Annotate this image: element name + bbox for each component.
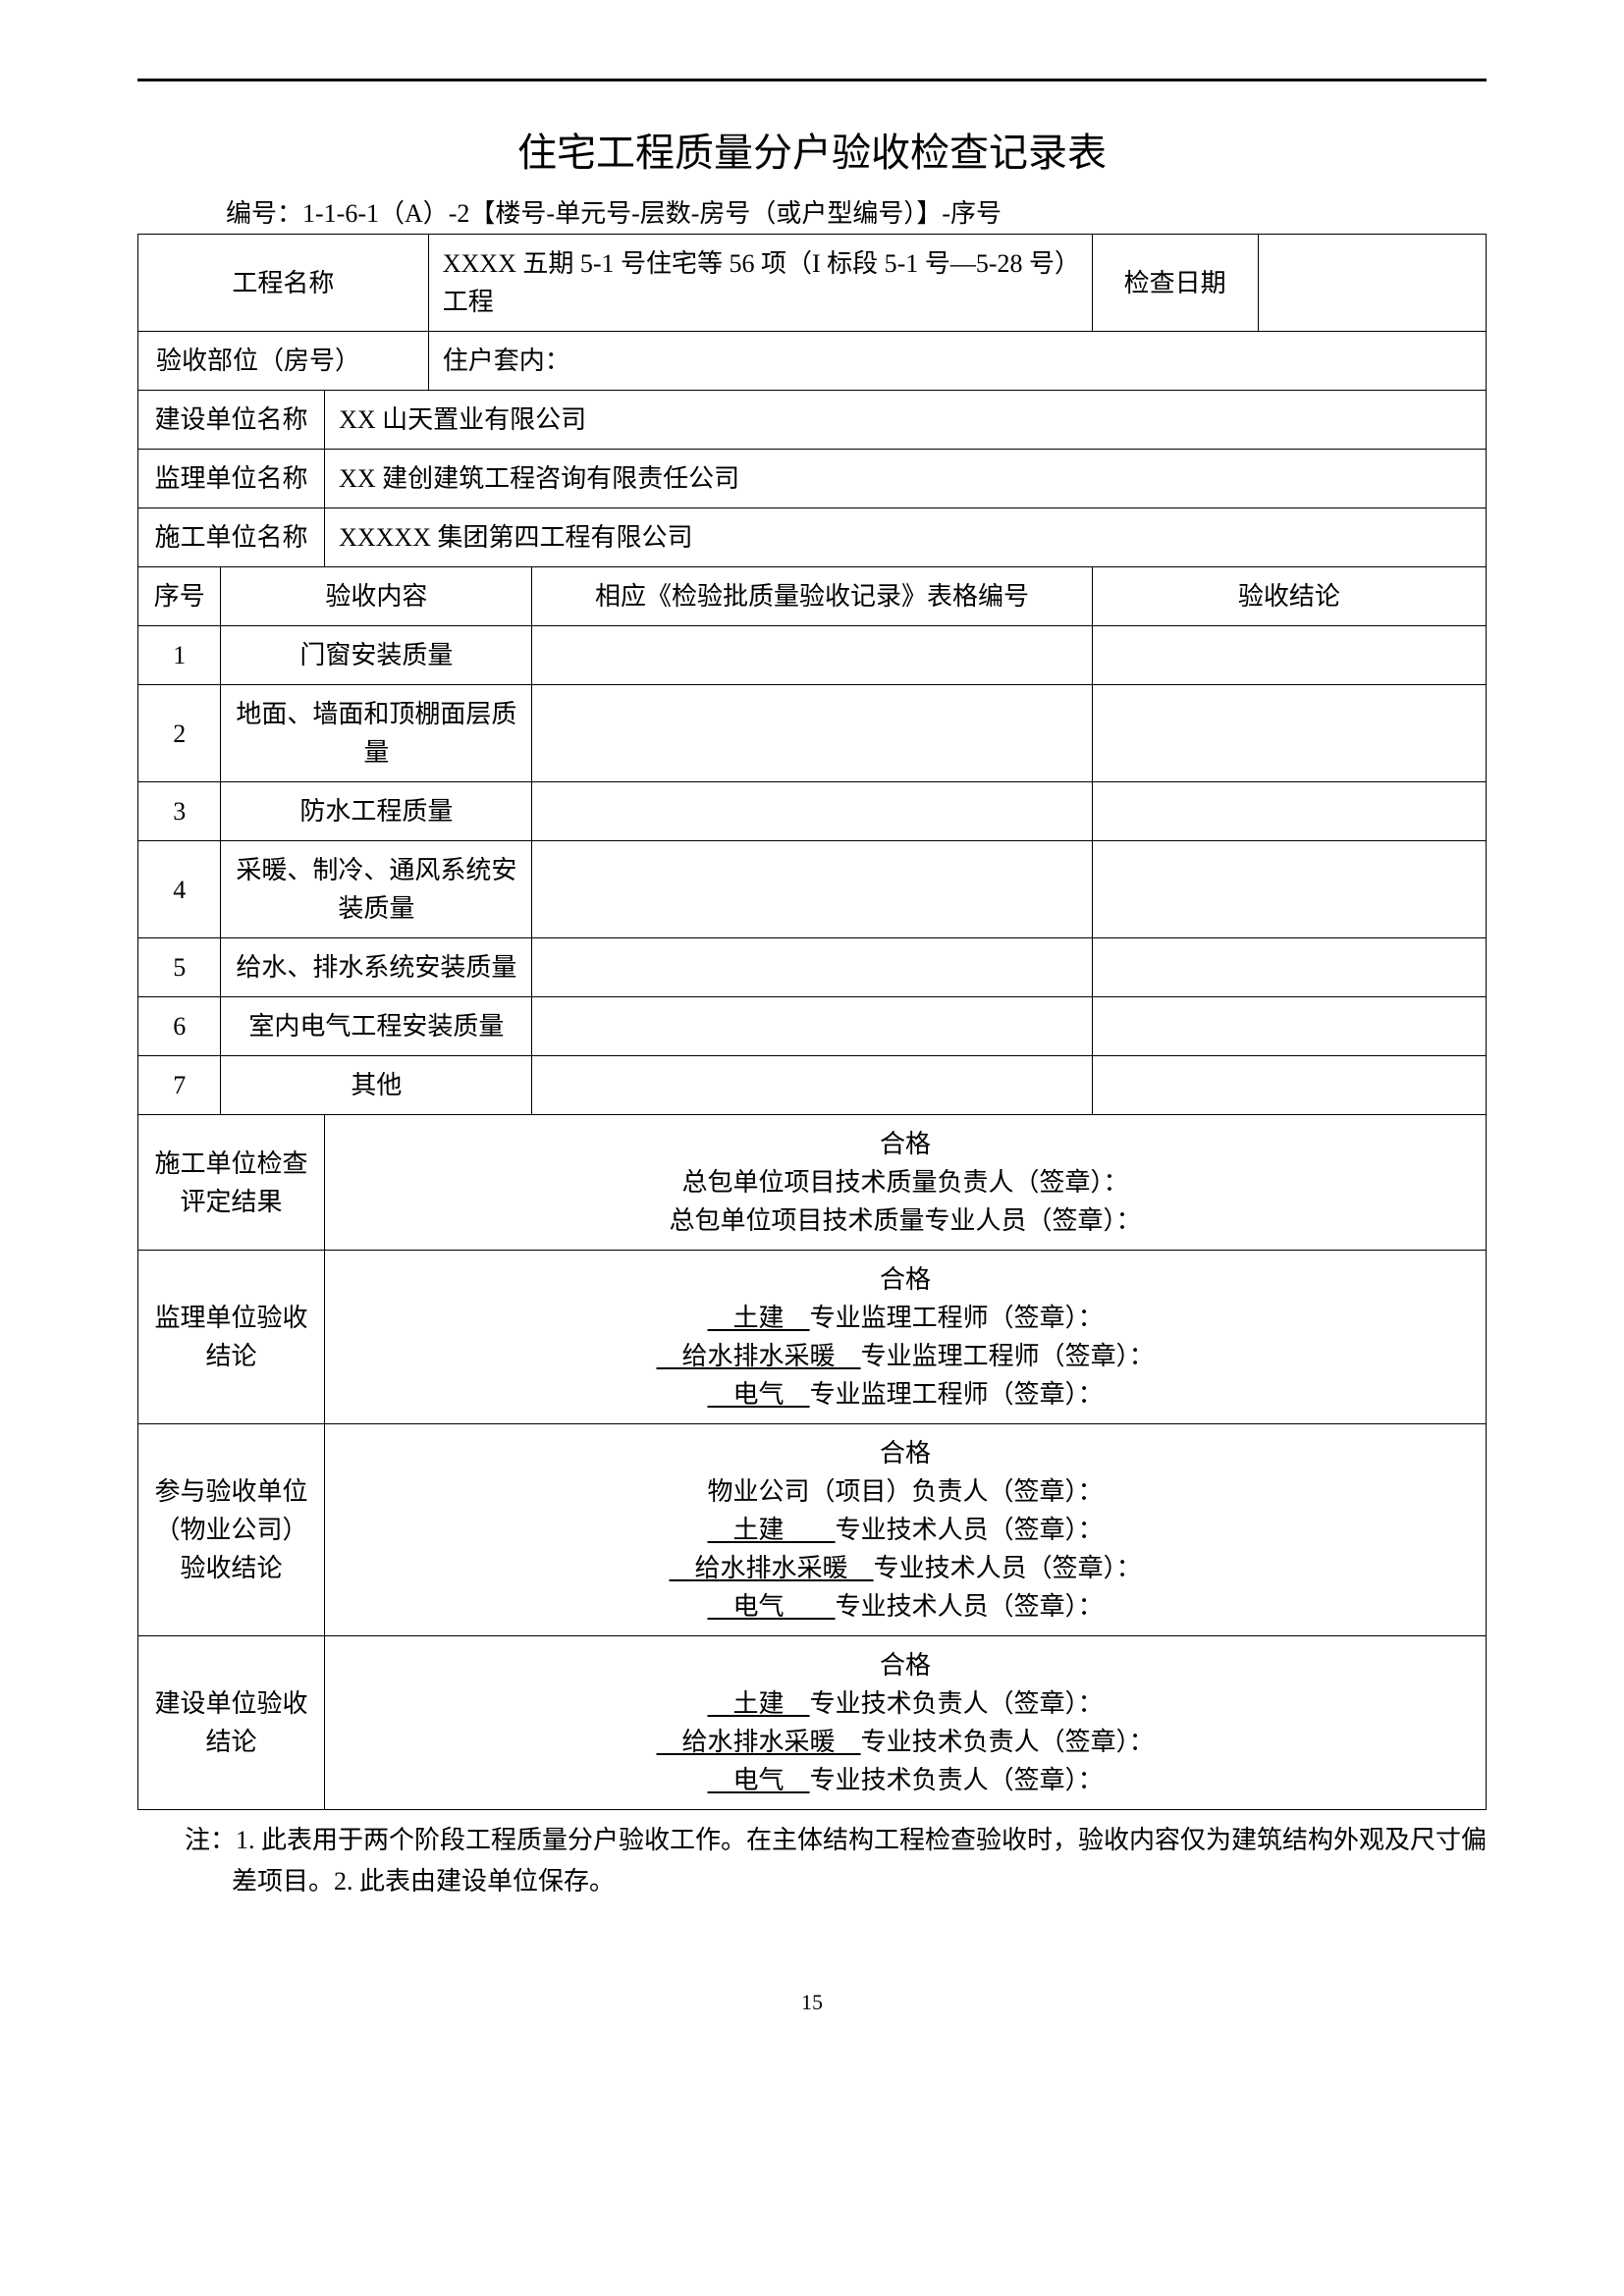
page-number: 15 [137,1990,1487,2015]
inspection-table: 工程名称 XXXX 五期 5-1 号住宅等 56 项（I 标段 5-1 号—5-… [137,234,1487,1810]
row-builder: 建设单位名称 XX 山天置业有限公司 [138,391,1487,450]
label-supervisor: 监理单位名称 [138,450,325,508]
cell-seq: 5 [138,938,221,997]
cell-content: 其他 [221,1056,532,1115]
cell-ref [532,1056,1092,1115]
row-sig-property: 参与验收单位（物业公司）验收结论 合格 物业公司（项目）负责人（签章）： 土建 … [138,1424,1487,1636]
cell-content: 室内电气工程安装质量 [221,997,532,1056]
sig-line: 给水排水采暖 专业技术人员（签章）： [339,1549,1472,1587]
text-pass: 合格 [339,1646,1472,1684]
sig-builder-block: 合格 土建 专业技术负责人（签章）： 给水排水采暖 专业技术负责人（签章）： 电… [325,1636,1487,1810]
cell-result [1092,841,1486,938]
table-row: 3 防水工程质量 [138,782,1487,841]
cell-result [1092,997,1486,1056]
cell-content: 门窗安装质量 [221,626,532,685]
sig-property-block: 合格 物业公司（项目）负责人（签章）： 土建 专业技术人员（签章）： 给水排水采… [325,1424,1487,1636]
row-headings: 序号 验收内容 相应《检验批质量验收记录》表格编号 验收结论 [138,567,1487,626]
cell-ref [532,841,1092,938]
value-builder: XX 山天置业有限公司 [325,391,1487,450]
label-inspection-date: 检查日期 [1092,235,1258,332]
value-room: 住户套内： [428,332,1486,391]
cell-seq: 6 [138,997,221,1056]
row-project-name: 工程名称 XXXX 五期 5-1 号住宅等 56 项（I 标段 5-1 号—5-… [138,235,1487,332]
value-inspection-date [1258,235,1486,332]
label-builder: 建设单位名称 [138,391,325,450]
value-supervisor: XX 建创建筑工程咨询有限责任公司 [325,450,1487,508]
table-row: 4 采暖、制冷、通风系统安装质量 [138,841,1487,938]
cell-content: 给水、排水系统安装质量 [221,938,532,997]
table-row: 6 室内电气工程安装质量 [138,997,1487,1056]
sig-line: 土建 专业监理工程师（签章）： [339,1299,1472,1337]
cell-ref [532,626,1092,685]
sig-line: 总包单位项目技术质量专业人员（签章）： [339,1201,1472,1240]
table-row: 7 其他 [138,1056,1487,1115]
text-pass: 合格 [339,1260,1472,1299]
sig-line: 电气 专业技术负责人（签章）： [339,1761,1472,1799]
sig-line: 土建 专业技术负责人（签章）： [339,1684,1472,1723]
cell-seq: 1 [138,626,221,685]
col-result: 验收结论 [1092,567,1486,626]
col-content: 验收内容 [221,567,532,626]
cell-seq: 2 [138,685,221,782]
label-project-name: 工程名称 [138,235,429,332]
col-ref: 相应《检验批质量验收记录》表格编号 [532,567,1092,626]
table-row: 1 门窗安装质量 [138,626,1487,685]
cell-result [1092,626,1486,685]
cell-result [1092,685,1486,782]
col-seq: 序号 [138,567,221,626]
sig-line: 土建 专业技术人员（签章）： [339,1511,1472,1549]
row-sig-contractor: 施工单位检查评定结果 合格 总包单位项目技术质量负责人（签章）： 总包单位项目技… [138,1115,1487,1251]
row-sig-supervisor: 监理单位验收结论 合格 土建 专业监理工程师（签章）： 给水排水采暖 专业监理工… [138,1251,1487,1424]
doc-number: 编号：1-1-6-1（A）-2【楼号-单元号-层数-房号（或户型编号）】-序号 [226,193,1487,230]
page-title: 住宅工程质量分户验收检查记录表 [137,121,1487,178]
label-sig-contractor: 施工单位检查评定结果 [138,1115,325,1251]
row-contractor: 施工单位名称 XXXXX 集团第四工程有限公司 [138,508,1487,567]
cell-result [1092,938,1486,997]
cell-content: 地面、墙面和顶棚面层质量 [221,685,532,782]
cell-ref [532,938,1092,997]
sig-line: 总包单位项目技术质量负责人（签章）： [339,1163,1472,1201]
label-contractor: 施工单位名称 [138,508,325,567]
cell-seq: 3 [138,782,221,841]
label-sig-builder: 建设单位验收结论 [138,1636,325,1810]
value-contractor: XXXXX 集团第四工程有限公司 [325,508,1487,567]
value-project-name: XXXX 五期 5-1 号住宅等 56 项（I 标段 5-1 号—5-28 号）… [428,235,1092,332]
cell-result [1092,1056,1486,1115]
table-row: 5 给水、排水系统安装质量 [138,938,1487,997]
cell-content: 防水工程质量 [221,782,532,841]
sig-line: 给水排水采暖 专业技术负责人（签章）： [339,1723,1472,1761]
label-sig-property: 参与验收单位（物业公司）验收结论 [138,1424,325,1636]
row-room: 验收部位（房号） 住户套内： [138,332,1487,391]
footnote: 注：1. 此表用于两个阶段工程质量分户验收工作。在主体结构工程检查验收时，验收内… [185,1820,1487,1901]
text-pass: 合格 [339,1434,1472,1472]
row-sig-builder: 建设单位验收结论 合格 土建 专业技术负责人（签章）： 给水排水采暖 专业技术负… [138,1636,1487,1810]
cell-ref [532,997,1092,1056]
sig-line: 给水排水采暖 专业监理工程师（签章）： [339,1337,1472,1375]
row-supervisor: 监理单位名称 XX 建创建筑工程咨询有限责任公司 [138,450,1487,508]
cell-content: 采暖、制冷、通风系统安装质量 [221,841,532,938]
cell-seq: 4 [138,841,221,938]
sig-supervisor-block: 合格 土建 专业监理工程师（签章）： 给水排水采暖 专业监理工程师（签章）： 电… [325,1251,1487,1424]
text-pass: 合格 [339,1125,1472,1163]
sig-line: 电气 专业技术人员（签章）： [339,1587,1472,1626]
sig-line: 物业公司（项目）负责人（签章）： [339,1472,1472,1511]
table-row: 2 地面、墙面和顶棚面层质量 [138,685,1487,782]
cell-ref [532,685,1092,782]
cell-result [1092,782,1486,841]
label-sig-supervisor: 监理单位验收结论 [138,1251,325,1424]
cell-ref [532,782,1092,841]
cell-seq: 7 [138,1056,221,1115]
sig-line: 电气 专业监理工程师（签章）： [339,1375,1472,1414]
sig-contractor-block: 合格 总包单位项目技术质量负责人（签章）： 总包单位项目技术质量专业人员（签章）… [325,1115,1487,1251]
label-room: 验收部位（房号） [138,332,429,391]
